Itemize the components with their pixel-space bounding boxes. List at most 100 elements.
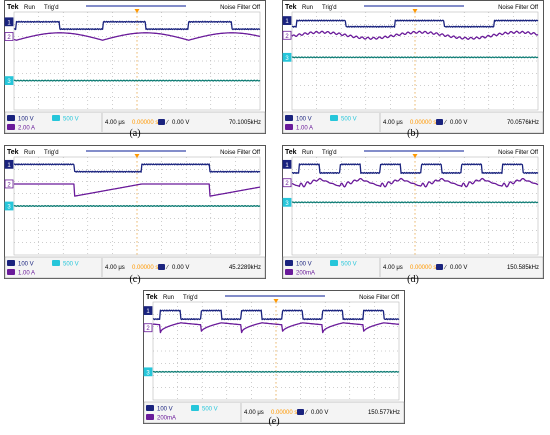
- ch2-scale: 200mA: [296, 271, 315, 277]
- ch3-scale: 500 V: [63, 262, 79, 268]
- channel-3-marker-label: 3: [146, 370, 150, 376]
- trigger-status: Trig'd: [322, 150, 337, 156]
- noise-filter-label: Noise Filter Off: [359, 295, 399, 301]
- trigger-position: 0.00000 s: [132, 265, 158, 271]
- brand-label: Tek: [7, 149, 19, 156]
- channel-1-marker: [4, 17, 14, 27]
- ch1-scale: 100 V: [296, 117, 312, 123]
- ch1-scale: 100 V: [18, 117, 34, 123]
- trigger-status: Trig'd: [44, 150, 59, 156]
- frequency-readout: 70.1005kHz: [229, 120, 261, 126]
- channel-1-marker: [282, 16, 292, 25]
- trace-ch3: [13, 79, 261, 82]
- ch2-readout-icon: [285, 124, 293, 130]
- frequency-readout: 150.585kHz: [507, 265, 539, 271]
- ch3-scale: 500 V: [63, 117, 79, 123]
- trigger-source-icon: [158, 119, 165, 125]
- run-state: Run: [302, 150, 313, 156]
- channel-1-marker: [143, 306, 153, 315]
- trigger-level: 0.00 V: [311, 410, 328, 416]
- channel-1-marker-label: 1: [285, 163, 289, 169]
- ch1-readout-icon: [146, 405, 154, 411]
- scope-screen: Tek Run Trig'd Noise Filter Off 1 2 3 100 V 200m…: [282, 145, 544, 279]
- scope-panel: Tek Run Trig'd Noise Filter Off 1 2 3 100 V 200m…: [282, 145, 544, 279]
- ch3-readout-icon: [52, 260, 60, 266]
- ch3-readout-icon: [330, 260, 338, 266]
- ch3-scale: 500 V: [202, 407, 218, 413]
- scope-panel: Tek Run Trig'd Noise Filter Off 1 2 3 100 V 1.00…: [4, 145, 266, 279]
- trigger-slope-icon: ∕: [443, 119, 447, 126]
- scope-panel: Tek Run Trig'd Noise Filter Off 1 2 3 100 V 1.00…: [282, 0, 544, 134]
- timebase: 4.00 μs: [105, 120, 125, 126]
- ch1-readout-icon: [7, 260, 15, 266]
- readout-bar: [143, 401, 405, 424]
- panel-caption: (a): [129, 128, 141, 139]
- trigger-position: 0.00000 s: [132, 120, 158, 126]
- trigger-position-marker: [134, 154, 140, 158]
- noise-filter-label: Noise Filter Off: [498, 5, 538, 11]
- trigger-position-marker: [273, 299, 279, 303]
- ch2-scale: 1.00 A: [296, 126, 313, 132]
- ch2-scale: 2.00 A: [18, 126, 35, 132]
- trace-ch1: [152, 309, 400, 321]
- noise-filter-label: Noise Filter Off: [220, 5, 260, 11]
- ch1-scale: 100 V: [18, 262, 34, 268]
- readout-bar: [282, 256, 544, 279]
- trace-ch1: [291, 163, 539, 175]
- ch3-scale: 500 V: [341, 262, 357, 268]
- ch3-readout-icon: [52, 115, 60, 121]
- ch1-readout-icon: [285, 260, 293, 266]
- trace-ch2: [13, 32, 261, 41]
- trigger-slope-icon: ∕: [443, 264, 447, 271]
- channel-3-marker: [282, 197, 292, 207]
- trigger-source-icon: [158, 264, 165, 270]
- timebase: 4.00 μs: [105, 265, 125, 271]
- trigger-position: 0.00000 s: [410, 265, 436, 271]
- trace-ch2: [14, 183, 261, 197]
- channel-2-marker-label: 2: [7, 182, 11, 188]
- timebase: 4.00 μs: [383, 265, 403, 271]
- trigger-source-icon: [297, 409, 304, 415]
- trigger-source-icon: [436, 264, 443, 270]
- panel-caption: (d): [407, 274, 419, 285]
- ch3-readout-icon: [330, 115, 338, 121]
- channel-2-marker-label: 2: [146, 326, 150, 332]
- frequency-readout: 70.0576kHz: [507, 120, 539, 126]
- run-state: Run: [302, 5, 313, 11]
- trigger-position: 0.00000 s: [271, 410, 297, 416]
- channel-2-marker: [143, 323, 153, 333]
- ch3-readout-icon: [191, 405, 199, 411]
- ch1-readout-icon: [285, 115, 293, 121]
- ch2-readout-icon: [146, 414, 154, 420]
- channel-2-marker: [4, 32, 14, 41]
- channel-3-marker-label: 3: [285, 56, 289, 62]
- channel-3-marker: [4, 201, 14, 211]
- scope-screen: Tek Run Trig'd Noise Filter Off 1 2 3 100 V 200m…: [143, 290, 405, 424]
- run-state: Run: [24, 150, 35, 156]
- timebase: 4.00 μs: [383, 120, 403, 126]
- trigger-source-icon: [436, 119, 443, 125]
- readout-bar: [282, 111, 544, 134]
- ch2-readout-icon: [7, 269, 15, 275]
- trace-ch3: [13, 204, 261, 208]
- trigger-position-marker: [412, 154, 418, 158]
- noise-filter-label: Noise Filter Off: [498, 150, 538, 156]
- ch1-scale: 100 V: [157, 407, 173, 413]
- trigger-status: Trig'd: [183, 295, 198, 301]
- channel-2-marker: [4, 179, 14, 189]
- channel-3-marker: [143, 367, 153, 377]
- readout-bar: [4, 111, 266, 134]
- trace-ch3: [291, 56, 539, 59]
- channel-2-marker: [282, 30, 292, 40]
- channel-1-marker-label: 1: [285, 19, 289, 25]
- ch1-scale: 100 V: [296, 262, 312, 268]
- trigger-slope-icon: ∕: [165, 119, 169, 126]
- trace-ch2: [291, 177, 539, 188]
- channel-3-marker: [282, 52, 292, 62]
- trace-ch3: [291, 201, 539, 204]
- frequency-readout: 150.577kHz: [368, 410, 400, 416]
- trace-ch1: [291, 19, 539, 28]
- timebase: 4.00 μs: [244, 410, 264, 416]
- trigger-slope-icon: ∕: [165, 264, 169, 271]
- scope-panel: Tek Run Trig'd Noise Filter Off 1 2 3 100 V 2.00…: [4, 0, 266, 134]
